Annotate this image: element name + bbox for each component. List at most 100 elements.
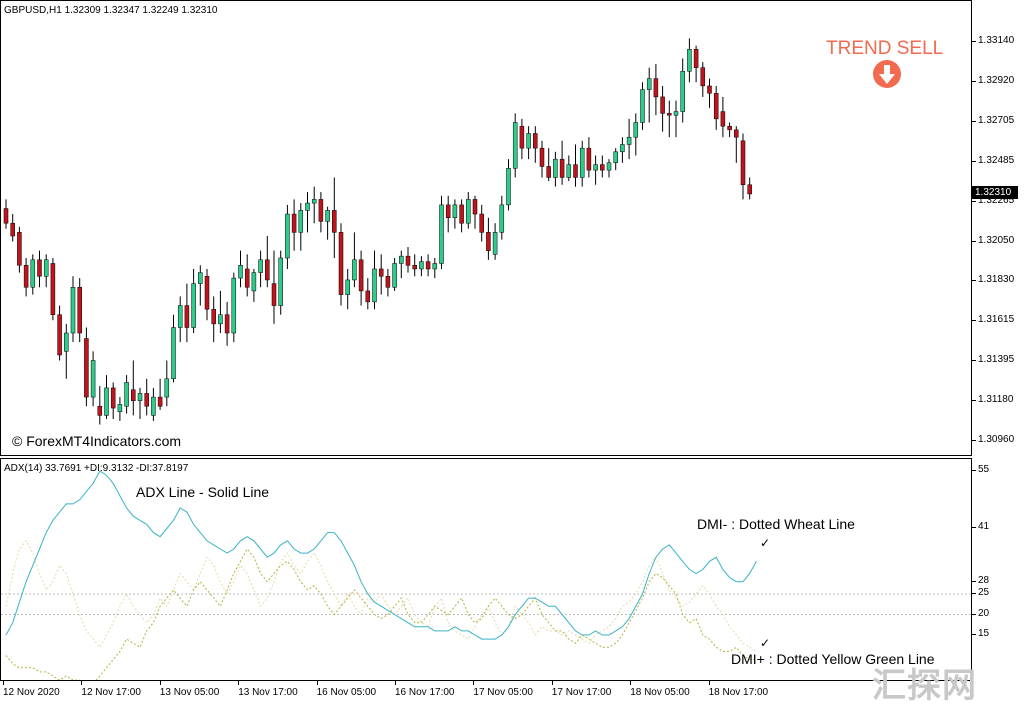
dmi-plus-line xyxy=(5,548,757,680)
candle xyxy=(546,148,551,182)
price-candles[interactable] xyxy=(1,1,971,455)
time-tick: 12 Nov 2020 xyxy=(3,681,60,698)
candle xyxy=(157,378,163,410)
candle xyxy=(559,140,565,185)
dmi-minus-annotation: DMI- : Dotted Wheat Line xyxy=(697,516,855,532)
candle xyxy=(318,192,324,233)
candle xyxy=(191,268,196,334)
candle xyxy=(667,100,672,138)
time-tick: 16 Nov 17:00 xyxy=(395,681,455,698)
candle xyxy=(747,177,752,200)
candle xyxy=(70,276,76,343)
candle xyxy=(131,360,136,416)
candle xyxy=(10,214,15,242)
candle xyxy=(358,250,364,306)
candle xyxy=(30,254,36,295)
candle xyxy=(298,203,304,251)
dmi-plus-check-icon: ✓ xyxy=(760,636,771,650)
candle xyxy=(713,85,719,130)
corner-watermark: 汇探网 xyxy=(872,667,977,705)
candle xyxy=(613,148,618,171)
candle xyxy=(486,217,491,260)
symbol-header: GBPUSD,H1 1.32309 1.32347 1.32249 1.3231… xyxy=(4,5,218,16)
candle xyxy=(117,397,123,421)
trend-sell-label: TREND SELL xyxy=(826,38,944,59)
candle xyxy=(177,296,183,343)
candle xyxy=(110,382,116,420)
candle xyxy=(50,257,56,321)
candle xyxy=(171,314,176,383)
price-chart-pane[interactable] xyxy=(0,0,972,456)
candle xyxy=(553,151,558,187)
candle xyxy=(104,375,109,420)
time-tick: 13 Nov 17:00 xyxy=(238,681,298,698)
candle xyxy=(378,254,384,295)
indicator-axis: 55 41 28 25 20 15 xyxy=(972,464,990,640)
adx-lines[interactable] xyxy=(1,459,971,680)
candle xyxy=(198,265,203,306)
time-tick: 17 Nov 05:00 xyxy=(473,681,533,698)
candle xyxy=(218,290,223,334)
candle xyxy=(124,375,129,414)
candle xyxy=(365,278,371,310)
candle xyxy=(345,268,350,310)
candle xyxy=(17,226,22,273)
time-tick: 17 Nov 17:00 xyxy=(551,681,612,698)
candle xyxy=(472,195,478,229)
candle xyxy=(231,272,237,343)
candle xyxy=(43,254,49,288)
candle xyxy=(600,155,605,178)
candle xyxy=(3,199,9,229)
adx-indicator-pane[interactable] xyxy=(0,458,972,681)
dmi-plus-annotation: DMI+ : Dotted Yellow Green Line xyxy=(731,651,935,667)
candle xyxy=(164,360,170,407)
candle xyxy=(64,323,69,379)
candle xyxy=(740,133,746,200)
time-tick: 16 Nov 05:00 xyxy=(316,681,377,698)
candle xyxy=(372,250,377,310)
candle xyxy=(23,257,29,297)
candle xyxy=(499,195,505,240)
dmi-minus-line xyxy=(5,539,757,652)
candle xyxy=(707,78,712,108)
candle xyxy=(445,195,451,233)
candle xyxy=(700,62,706,97)
candle xyxy=(479,204,484,242)
candle xyxy=(291,199,297,251)
candle xyxy=(385,268,391,297)
candle xyxy=(626,118,632,160)
candle xyxy=(566,155,572,182)
candle xyxy=(184,283,190,343)
candle xyxy=(586,137,592,178)
candle xyxy=(519,118,525,160)
candle xyxy=(405,246,411,273)
price-axis: 1.33140 1.32920 1.32705 1.32485 1.32265 1.320… xyxy=(972,35,1015,445)
candle xyxy=(653,63,659,116)
candle xyxy=(204,268,210,321)
candle xyxy=(151,387,156,421)
candle xyxy=(640,82,645,130)
candle xyxy=(211,296,216,343)
candle xyxy=(533,126,538,163)
candle xyxy=(506,159,511,211)
candle xyxy=(144,378,149,416)
time-tick: 18 Nov 05:00 xyxy=(630,681,690,698)
candle xyxy=(37,250,42,288)
candle xyxy=(392,257,397,291)
candle xyxy=(412,254,417,277)
candle xyxy=(258,250,263,288)
candle xyxy=(620,137,625,163)
candle xyxy=(399,250,404,279)
candle xyxy=(720,96,726,138)
candle xyxy=(673,100,679,138)
candle xyxy=(311,186,317,224)
candle xyxy=(332,177,337,258)
candle xyxy=(77,278,82,343)
candle xyxy=(251,268,257,302)
sell-arrow-icon xyxy=(873,60,901,88)
candle xyxy=(425,254,431,277)
candle xyxy=(452,199,458,229)
adx-line xyxy=(5,470,757,640)
candle xyxy=(492,223,498,260)
candle xyxy=(265,236,270,288)
